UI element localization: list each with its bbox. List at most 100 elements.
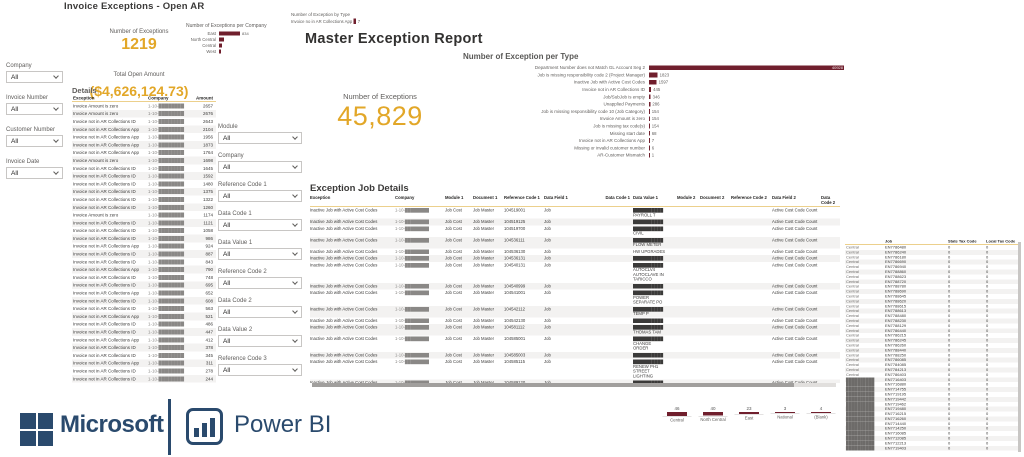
table-row[interactable]: Invoice not in AR Collections ID 1-10-███… — [72, 218, 216, 227]
filter-dropdown-reference-code-2[interactable]: All — [218, 277, 302, 289]
table-row[interactable]: Invoice not in AR Collections ID 1-10-███… — [72, 203, 216, 212]
table-row[interactable]: Central EN7786180 0 0 — [845, 255, 1018, 260]
table-row[interactable]: Central EN7786690 0 0 — [845, 259, 1018, 265]
bar[interactable] — [649, 109, 650, 114]
bar[interactable]: 40928 — [649, 65, 844, 71]
filter-dropdown-data-value-2[interactable]: All — [218, 335, 302, 347]
table-row[interactable]: Central EN7786215 0 0 — [845, 333, 1018, 338]
table-row[interactable]: Central EN7786940 0 0 — [845, 265, 1018, 270]
table-row[interactable]: Invoice not in AR Collections ID 1-10-███… — [72, 296, 216, 305]
horizontal-scrollbar[interactable] — [312, 383, 836, 387]
table-row[interactable]: Invoice not in AR Collections ID 1-10-███… — [72, 180, 216, 188]
table-row[interactable]: Central EN7788780 0 0 — [845, 284, 1018, 289]
table-row[interactable]: Inactive Job with Active Cost Codes 1-10-… — [310, 336, 840, 352]
bar[interactable] — [649, 123, 650, 129]
table-row[interactable]: Invoice not in AR Collections App 1-10-██… — [72, 336, 216, 344]
table-row[interactable]: ██████████ EN7719462 0 0 — [845, 402, 1018, 407]
table-row[interactable]: Central EN7784213 0 0 — [845, 367, 1018, 373]
filter-dropdown-data-value-1[interactable]: All — [218, 248, 302, 260]
table-row[interactable]: ██████████ EN7716403 0 0 — [845, 377, 1018, 383]
table-row[interactable]: Inactive Job with Active Cost Codes 1-10-… — [310, 262, 840, 283]
table-row[interactable]: Invoice not in AR Collections ID 1-10-███… — [72, 234, 216, 243]
table-row[interactable]: Invoice not in AR Collections App 1-10-██… — [72, 312, 216, 321]
filter-dropdown-invoice-number[interactable]: All — [6, 103, 63, 115]
bar[interactable] — [649, 87, 652, 92]
table-row[interactable]: Central EN7788860 0 0 — [845, 269, 1018, 275]
table-row[interactable]: Central EN7788480 0 0 — [845, 314, 1018, 319]
table-row[interactable]: Central EN7786260 0 0 — [845, 343, 1018, 348]
table-row[interactable]: Inactive Job with Active Cost Codes 1-10-… — [310, 359, 840, 380]
table-row[interactable]: Central EN7788613 0 0 — [845, 308, 1018, 314]
table-row[interactable]: Inactive Job with Active Cost Codes 1-10-… — [310, 207, 840, 219]
filter-dropdown-reference-code-3[interactable]: All — [218, 364, 302, 376]
table-row[interactable]: Central EN7786085 0 0 — [845, 357, 1018, 363]
table-row[interactable]: Invoice Amount is zero 1-10-████████ 2676 — [72, 109, 216, 118]
table-row[interactable]: Invoice Amount is zero 1-10-████████ 1174 — [72, 211, 216, 219]
filter-dropdown-company[interactable]: All — [218, 161, 302, 173]
table-row[interactable]: Invoice not in AR Collections ID 1-10-███… — [72, 305, 216, 313]
bar[interactable] — [649, 101, 651, 107]
bar[interactable] — [649, 138, 650, 143]
table-row[interactable]: Inactive Job with Active Cost Codes 1-10-… — [310, 317, 840, 324]
table-row[interactable]: ██████████ EN7714250 0 0 — [845, 426, 1018, 432]
table-row[interactable]: Invoice Amount is zero 1-10-████████ 2657 — [72, 102, 216, 110]
bar[interactable] — [649, 72, 658, 78]
table-row[interactable]: Inactive Job with Active Cost Codes 1-10-… — [310, 282, 840, 290]
table-row[interactable]: ██████████ EN7712213 0 0 — [845, 441, 1018, 446]
table-row[interactable]: ██████████ EN7719195 0 0 — [845, 392, 1018, 397]
filter-dropdown-module[interactable]: All — [218, 132, 302, 144]
table-row[interactable]: Central EN7788645 0 0 — [845, 294, 1018, 299]
table-row[interactable]: Invoice not in AR Collections App 1-10-██… — [72, 133, 216, 141]
filter-dropdown-data-code-1[interactable]: All — [218, 219, 302, 231]
table-row[interactable]: Central EN7786240 0 0 — [845, 249, 1018, 255]
table-row[interactable]: ██████████ EN7712085 0 0 — [845, 436, 1018, 441]
table-row[interactable]: Central EN7788129 0 0 — [845, 323, 1018, 328]
table-row[interactable]: Invoice not in AR Collections ID 1-10-███… — [72, 320, 216, 328]
bar[interactable] — [219, 31, 240, 36]
table-row[interactable]: Central EN7786245 0 0 — [845, 338, 1018, 343]
table-row[interactable]: Invoice not in AR Collections ID 1-10-███… — [72, 164, 216, 172]
table-row[interactable]: Central EN7788230 0 0 — [845, 318, 1018, 324]
filter-dropdown-customer-number[interactable]: All — [6, 135, 63, 147]
bar[interactable] — [649, 116, 650, 122]
table-row[interactable]: Invoice not in AR Collections App 1-10-██… — [72, 265, 216, 274]
bar[interactable] — [219, 49, 221, 54]
filter-dropdown-reference-code-1[interactable]: All — [218, 190, 302, 202]
table-row[interactable]: Invoice not in AR Collections ID 1-10-███… — [72, 258, 216, 266]
table-row[interactable]: Inactive Job with Active Cost Codes 1-10-… — [310, 218, 840, 226]
bar[interactable] — [649, 79, 657, 85]
table-row[interactable]: Invoice not in AR Collections ID 1-10-███… — [72, 187, 216, 196]
filter-dropdown-invoice-date[interactable]: All — [6, 167, 63, 179]
bar[interactable] — [219, 43, 223, 48]
bar[interactable] — [649, 145, 650, 151]
table-row[interactable]: Invoice not in AR Collections App 1-10-██… — [72, 125, 216, 134]
table-row[interactable]: Invoice not in AR Collections ID 1-10-███… — [72, 343, 216, 352]
table-row[interactable]: Inactive Job with Active Cost Codes 1-10-… — [310, 324, 840, 336]
table-row[interactable]: Inactive Job with Active Cost Codes 1-10-… — [310, 236, 840, 249]
table-row[interactable]: ██████████ EN7716085 0 0 — [845, 431, 1018, 436]
table-row[interactable]: Central EN7788623 0 0 — [845, 274, 1018, 279]
table-row[interactable]: Central EN7788615 0 0 — [845, 304, 1018, 309]
table-row[interactable]: Central EN7786440 0 0 — [845, 328, 1018, 334]
table-row[interactable]: Central EN7784085 0 0 — [845, 363, 1018, 368]
table-row[interactable]: Central EN7788440 0 0 — [845, 347, 1018, 353]
filter-dropdown-data-code-2[interactable]: All — [218, 306, 302, 318]
table-row[interactable]: Invoice not in AR Collections App 1-10-██… — [72, 242, 216, 250]
table-row[interactable]: Inactive Job with Active Cost Codes 1-10-… — [310, 351, 840, 359]
table-row[interactable]: Invoice Amount is zero 1-10-████████ 1698 — [72, 156, 216, 165]
table-row[interactable]: Inactive Job with Active Cost Codes 1-10-… — [310, 305, 840, 318]
table-row[interactable]: Inactive Job with Active Cost Codes 1-10-… — [310, 379, 840, 383]
table-row[interactable]: ██████████ EN7719480 0 0 — [845, 406, 1018, 412]
table-row[interactable]: Invoice not in AR Collections ID 1-10-███… — [72, 281, 216, 290]
bar[interactable] — [219, 37, 224, 42]
bar[interactable] — [353, 18, 357, 24]
bar[interactable] — [703, 412, 723, 416]
table-row[interactable]: ██████████ EN7716880 0 0 — [845, 382, 1018, 387]
table-row[interactable]: Invoice not in AR Collections ID 1-10-███… — [72, 172, 216, 180]
table-row[interactable]: Invoice not in AR Collections ID 1-10-███… — [72, 274, 216, 282]
vertical-scrollbar[interactable] — [1018, 242, 1021, 452]
table-row[interactable]: Invoice not in AR Collections ID 1-10-███… — [72, 328, 216, 336]
table-row[interactable]: ██████████ EN7716215 0 0 — [845, 412, 1018, 417]
table-row[interactable]: ██████████ EN7716260 0 0 — [845, 416, 1018, 422]
bar[interactable] — [667, 412, 687, 416]
